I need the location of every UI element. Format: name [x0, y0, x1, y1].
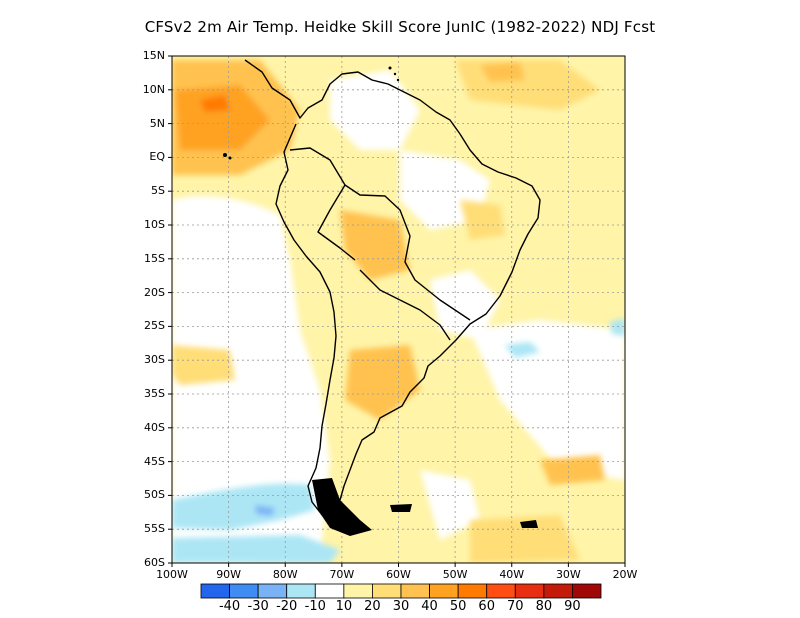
colorbar-label: 40 [421, 599, 438, 614]
colorbar-swatch [514, 583, 545, 599]
lat-label: 45S [144, 454, 165, 468]
grid-lines [172, 56, 625, 563]
lat-label: 35S [144, 387, 165, 400]
lat-label: 5N [149, 116, 165, 130]
lon-label: 70W [329, 568, 355, 581]
colorbar-label: -10 [304, 599, 326, 614]
colorbar-swatch [200, 583, 230, 599]
lat-label: 10S [144, 218, 165, 231]
lon-label: 60W [386, 568, 411, 581]
colorbar-swatch [229, 583, 259, 599]
colorbar-swatch [429, 583, 459, 599]
colorbar-label: 90 [564, 599, 581, 614]
colorbar-label: 10 [335, 599, 353, 614]
coastlines [244, 59, 541, 521]
lon-label: 30W [555, 568, 581, 581]
lat-label: EQ [149, 150, 165, 164]
colorbar-swatch [400, 583, 430, 599]
colorbar [200, 583, 602, 599]
lat-label: 50S [144, 488, 165, 502]
lon-label: 100W [156, 568, 188, 581]
tierra-del-fuego [312, 478, 538, 536]
colorbar-label: 50 [449, 599, 467, 614]
colorbar-swatch [372, 583, 402, 599]
lat-label: 10N [142, 82, 165, 96]
low-skill-areas [172, 70, 625, 563]
lat-label: 55S [144, 522, 165, 536]
positive-skill-areas [172, 60, 605, 563]
colorbar-swatch [343, 583, 373, 599]
lat-label: 5S [151, 184, 165, 198]
colorbar-swatch [314, 583, 345, 599]
colorbar-swatch [257, 583, 288, 599]
colorbar-label: 60 [478, 599, 495, 614]
colorbar-label: -40 [218, 599, 241, 614]
lat-label: 20S [144, 285, 165, 299]
colorbar-swatch [572, 583, 602, 599]
colorbar-label: -20 [276, 599, 298, 614]
map-title: CFSv2 2m Air Temp. Heidke Skill Score Ju… [144, 18, 656, 36]
lon-label: 50W [442, 568, 468, 581]
colorbar-label: 80 [535, 599, 553, 614]
colorbar-swatch [286, 583, 316, 599]
colorbar-swatch [543, 583, 573, 599]
colorbar-swatch [457, 583, 488, 599]
colorbar-label: 20 [364, 599, 381, 614]
lat-label: 40S [144, 420, 165, 434]
colorbar-label: -30 [247, 599, 269, 614]
caribbean-islands [223, 66, 400, 160]
colorbar-label: 30 [392, 599, 410, 614]
colorbar-swatch [486, 583, 516, 599]
lat-label: 30S [144, 353, 165, 367]
lat-label: 15N [142, 49, 165, 62]
lon-label: 20W [612, 568, 638, 581]
lat-label: 60S [144, 556, 165, 569]
lon-label: 90W [216, 568, 242, 581]
lat-label: 25S [144, 319, 165, 333]
lon-label: 80W [272, 568, 298, 581]
lat-label: 15S [144, 251, 165, 265]
lon-label: 40W [499, 568, 525, 581]
colorbar-label: 70 [507, 599, 524, 614]
